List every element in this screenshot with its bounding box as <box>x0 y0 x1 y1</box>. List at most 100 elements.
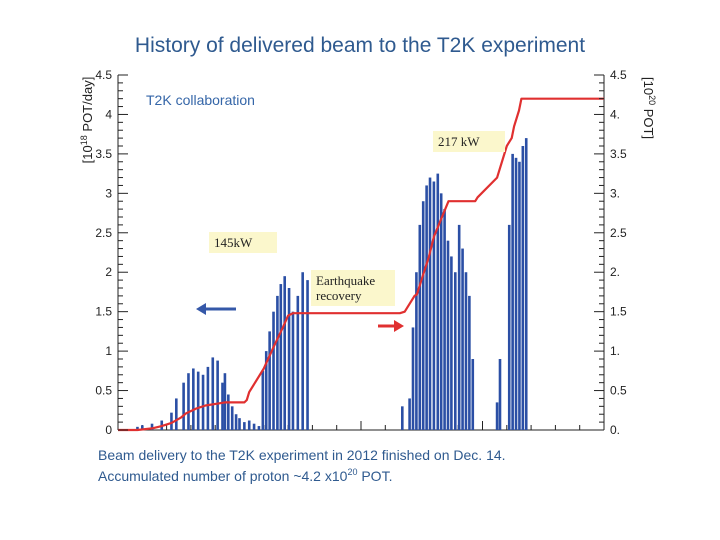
chart-frame <box>117 75 605 431</box>
right-tick-label: 1. <box>610 344 620 358</box>
left-tick-label: 4.5 <box>95 68 112 82</box>
right-tick-label: 2. <box>610 265 620 279</box>
daily-pot-bar <box>524 138 528 430</box>
daily-pot-bar <box>182 382 185 430</box>
daily-pot-bar <box>436 173 440 430</box>
daily-pot-bar <box>468 295 471 430</box>
daily-pot-bar <box>514 157 518 431</box>
left-tick-label: 1.5 <box>95 305 112 319</box>
left-axis: 0 0.5 1 1.5 2 2.5 3 3.5 4 4.5 <box>95 68 128 437</box>
arrow-right <box>378 320 404 332</box>
daily-pot-bar <box>450 256 453 430</box>
daily-pot-bar <box>247 420 251 430</box>
right-tick-label: 0.5 <box>610 384 627 398</box>
daily-pot-bar <box>421 201 425 430</box>
left-tick-label: 2.5 <box>95 226 112 240</box>
daily-pot-bar <box>136 426 139 430</box>
daily-pot-bar <box>201 374 205 430</box>
daily-pot-bar <box>291 311 295 430</box>
daily-pot-bar <box>170 412 173 430</box>
daily-pot-bar <box>221 382 224 430</box>
daily-pot-bar <box>206 366 210 430</box>
daily-pot-bar <box>252 423 256 430</box>
annotation-earthquake-recovery: Earthquake recovery <box>311 270 395 306</box>
daily-pot-bar <box>453 272 457 430</box>
daily-pot-bar <box>446 240 450 430</box>
daily-pot-bar <box>507 224 511 430</box>
daily-pot-bar <box>457 224 461 430</box>
daily-pot-bar <box>283 276 286 430</box>
daily-pot-bar <box>234 414 238 430</box>
daily-pot-bar <box>264 351 268 430</box>
daily-pot-bar <box>428 177 432 430</box>
left-tick-label: 4 <box>105 107 112 121</box>
daily-pot-bar <box>408 398 411 430</box>
daily-pot-bar <box>230 406 234 430</box>
left-tick-label: 1 <box>105 344 112 358</box>
right-tick-label: 1.5 <box>610 305 627 319</box>
page-title: History of delivered beam to the T2K exp… <box>134 34 586 57</box>
annotation-earthquake-line1: Earthquake <box>316 273 376 288</box>
accumulated-pot-polyline <box>118 97 604 432</box>
annotation-145kw: 145kW <box>209 232 277 253</box>
right-tick-label: 0. <box>610 423 620 437</box>
arrow-left <box>196 303 236 315</box>
daily-pot-bar <box>521 146 525 430</box>
daily-pot-bar <box>425 185 428 430</box>
annotation-earthquake-line2: recovery <box>316 288 362 303</box>
annotation-217kw: 217 kW <box>433 131 505 152</box>
daily-pot-bar <box>495 402 499 430</box>
left-tick-label: 0 <box>105 423 112 437</box>
daily-pot-bar <box>296 295 300 430</box>
daily-pot-bar <box>511 153 514 430</box>
daily-pot-bar <box>216 360 219 430</box>
daily-pot-bar <box>141 425 144 430</box>
daily-pot-bar <box>401 406 404 430</box>
daily-pot-bar <box>415 272 418 430</box>
left-tick-label: 0.5 <box>95 384 112 398</box>
daily-pot-bar <box>287 288 291 430</box>
right-tick-label: 2.5 <box>610 226 627 240</box>
daily-pot-bar <box>301 272 304 430</box>
daily-pot-bar <box>443 209 446 430</box>
daily-pot-bar <box>211 357 215 430</box>
daily-pot-bars <box>136 138 528 431</box>
left-tick-label: 3 <box>105 186 112 200</box>
daily-pot-bar <box>464 272 468 430</box>
collaboration-label: T2K collaboration <box>146 92 255 108</box>
daily-pot-bar <box>439 193 443 430</box>
daily-pot-bar <box>243 422 246 430</box>
daily-pot-bar <box>518 161 521 430</box>
right-tick-label: 3. <box>610 186 620 200</box>
footer-line-2: Accumulated number of proton ~4.2 x1020 … <box>98 467 393 484</box>
accumulated-pot-line <box>118 97 604 432</box>
daily-pot-bar <box>432 181 436 430</box>
daily-pot-bar <box>306 280 309 430</box>
left-tick-label: 2 <box>105 265 112 279</box>
daily-pot-bar <box>498 359 502 430</box>
daily-pot-bar <box>268 331 271 430</box>
right-tick-label: 4.5 <box>610 68 627 82</box>
daily-pot-bar <box>192 368 195 430</box>
daily-pot-bar <box>175 398 178 430</box>
daily-pot-bar <box>227 394 230 430</box>
daily-pot-bar <box>150 423 154 430</box>
daily-pot-bar <box>411 327 415 430</box>
daily-pot-bar <box>461 248 464 430</box>
daily-pot-bar <box>418 224 422 430</box>
daily-pot-bar <box>257 426 261 430</box>
daily-pot-bar <box>261 370 265 430</box>
daily-pot-bar <box>196 371 200 430</box>
left-tick-label: 3.5 <box>95 147 112 161</box>
daily-pot-bar <box>272 311 275 430</box>
daily-pot-bar <box>238 418 241 430</box>
daily-pot-bar <box>279 284 283 430</box>
daily-pot-bar <box>471 359 475 430</box>
daily-pot-bar <box>187 373 190 430</box>
left-axis-title: [1018 POT/day] <box>79 77 95 164</box>
right-axis: 0. 0.5 1. 1.5 2. 2.5 3. 3.5 4. 4.5 <box>594 68 627 437</box>
right-tick-label: 4. <box>610 107 620 121</box>
daily-pot-bar <box>276 295 279 430</box>
footer-line-1: Beam delivery to the T2K experiment in 2… <box>98 447 506 463</box>
